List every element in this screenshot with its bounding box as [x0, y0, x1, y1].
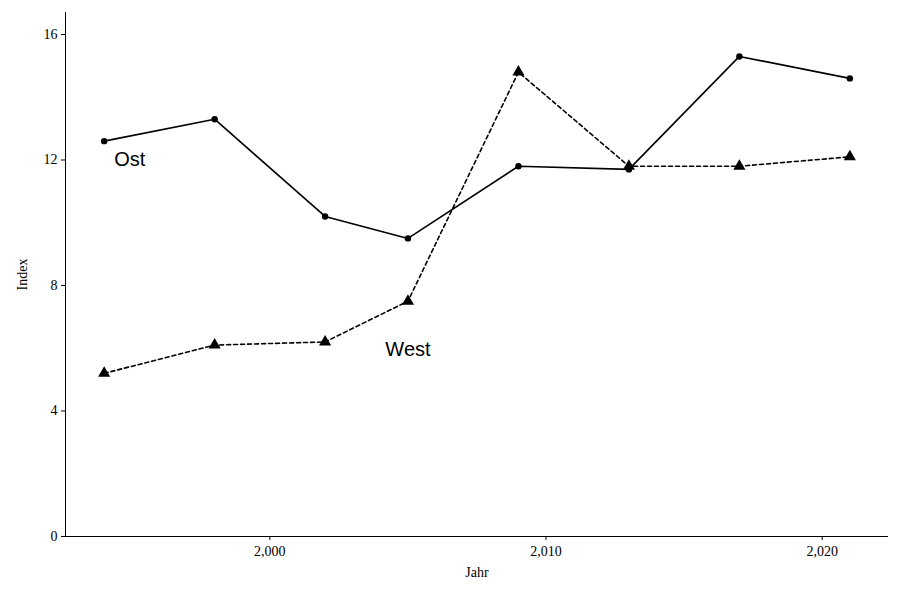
svg-text:Index: Index: [15, 259, 30, 291]
svg-text:2,010: 2,010: [530, 544, 562, 559]
svg-text:Jahr: Jahr: [465, 565, 489, 580]
svg-text:West: West: [385, 338, 431, 360]
svg-text:4: 4: [51, 403, 58, 418]
svg-text:16: 16: [44, 27, 58, 42]
svg-text:2,020: 2,020: [806, 544, 838, 559]
svg-text:12: 12: [44, 152, 58, 167]
svg-text:Ost: Ost: [114, 148, 146, 170]
svg-text:2,000: 2,000: [254, 544, 286, 559]
svg-text:8: 8: [51, 278, 58, 293]
svg-text:0: 0: [51, 529, 58, 544]
